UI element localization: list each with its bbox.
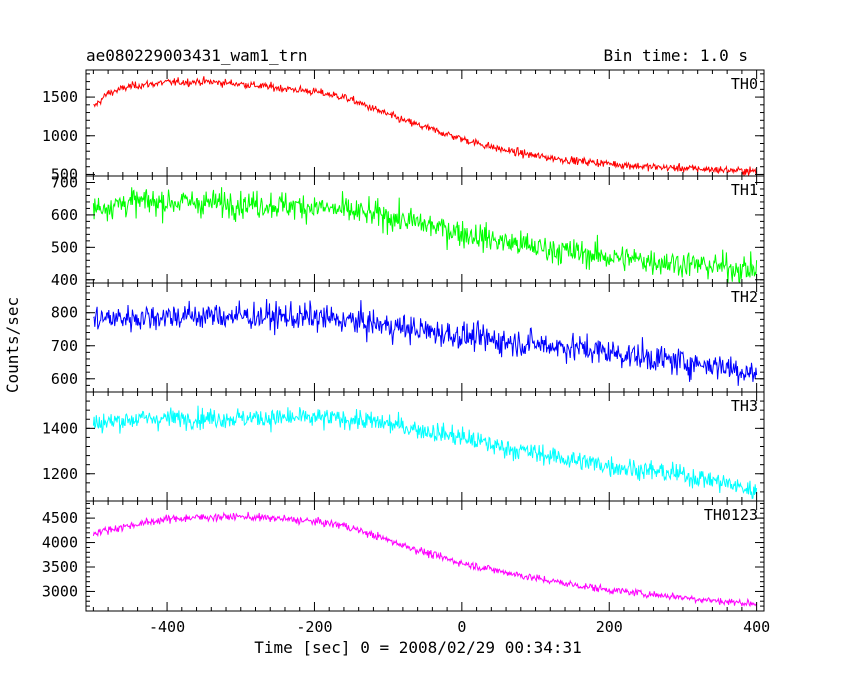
chart-title: ae080229003431_wam1_trn [86, 46, 308, 65]
x-tick-label: -400 [149, 618, 185, 636]
panel-label: TH1 [731, 181, 758, 199]
series-line-th0 [93, 76, 758, 176]
series-line-th1 [92, 187, 758, 284]
panel-frame [85, 391, 765, 502]
series-line-th3 [92, 405, 758, 500]
panel-th0123: 3000 3500 4000 4500 TH0123 [42, 500, 765, 612]
y-tick-label: 500 [51, 238, 78, 256]
panel-th3: 1200 1400 TH3 [42, 391, 765, 502]
y-tick-label: 4500 [42, 509, 78, 527]
panel-label: TH0123 [704, 506, 758, 524]
series-line-th2 [93, 298, 758, 386]
y-tick-label: 400 [51, 271, 78, 289]
panel-th1: 400 500 600 700 TH1 [51, 173, 765, 289]
x-tick-label: 200 [596, 618, 623, 636]
y-tick-label: 700 [51, 337, 78, 355]
x-axis-label: Time [sec] 0 = 2008/02/29 00:34:31 [254, 638, 582, 657]
y-tick-label: 3500 [42, 558, 78, 576]
panels-group: 500 1000 1500 TH0 400 500 600 700 TH1 600 700 800 TH… [42, 69, 765, 612]
x-tick-label: 0 [457, 618, 466, 636]
panel-th0: 500 1000 1500 TH0 [42, 69, 765, 183]
x-tick-label: 400 [743, 618, 770, 636]
y-tick-label: 500 [51, 165, 78, 183]
y-tick-label: 1500 [42, 88, 78, 106]
y-tick-label: 700 [51, 173, 78, 191]
panel-label: TH2 [731, 288, 758, 306]
panel-frame [85, 175, 765, 284]
y-tick-label: 800 [51, 304, 78, 322]
panel-th2: 600 700 800 TH2 [51, 282, 765, 393]
y-tick-label: 3000 [42, 582, 78, 600]
panel-label: TH3 [731, 397, 758, 415]
y-axis-label: Counts/sec [3, 297, 22, 393]
y-tick-label: 600 [51, 370, 78, 388]
panel-frame [85, 500, 765, 612]
x-axis: -400 -200 0 200 400 [149, 618, 770, 636]
y-tick-label: 600 [51, 206, 78, 224]
y-tick-label: 4000 [42, 534, 78, 552]
y-tick-label: 1400 [42, 419, 78, 437]
y-tick-label: 1000 [42, 127, 78, 145]
panel-frame [85, 69, 765, 177]
series-line-th0123 [92, 511, 757, 608]
panel-label: TH0 [731, 75, 758, 93]
bin-time-label: Bin time: 1.0 s [604, 46, 749, 65]
x-tick-label: -200 [296, 618, 332, 636]
panel-frame [85, 282, 765, 393]
y-tick-label: 1200 [42, 465, 78, 483]
